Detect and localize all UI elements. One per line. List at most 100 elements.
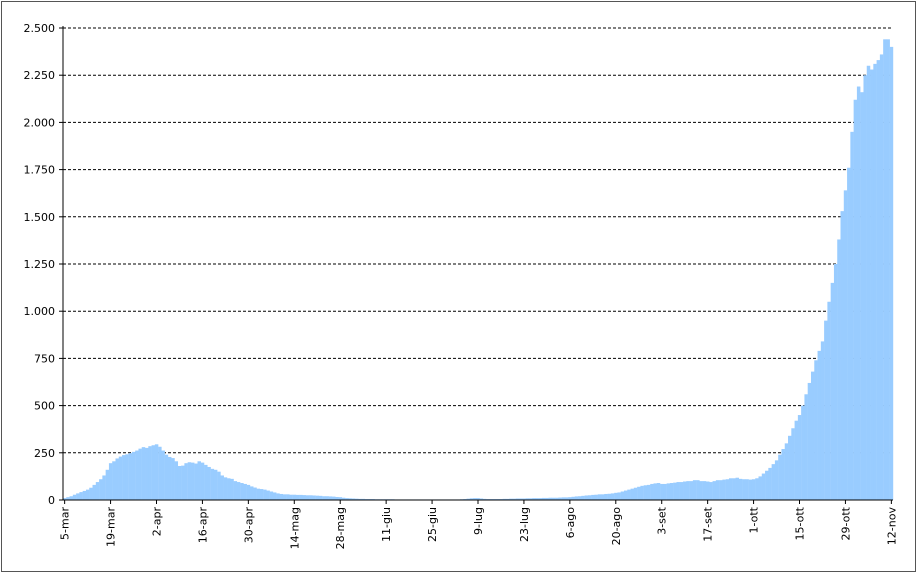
x-tick-label: 16-apr <box>196 507 209 544</box>
x-tick-label: 28-mag <box>334 507 347 549</box>
bar <box>502 498 507 500</box>
bar <box>256 488 261 500</box>
bar <box>591 494 595 500</box>
bar <box>696 480 700 500</box>
bar <box>601 494 605 500</box>
x-tick-label: 6-ago <box>564 507 577 539</box>
bar <box>227 478 231 500</box>
bar <box>669 483 674 500</box>
bar <box>253 487 257 500</box>
bar <box>325 496 329 500</box>
bar <box>778 454 782 500</box>
bar <box>558 497 562 500</box>
bar <box>217 471 221 500</box>
bar <box>295 494 300 500</box>
bar <box>728 478 733 500</box>
bar <box>99 479 103 500</box>
bar <box>335 496 339 500</box>
bar <box>210 468 215 500</box>
bar <box>646 484 651 500</box>
bar <box>650 483 654 500</box>
bar <box>190 462 195 500</box>
y-tick-label: 1.500 <box>24 211 56 224</box>
bar <box>213 469 218 500</box>
bar <box>833 264 838 500</box>
bar <box>656 483 661 500</box>
bar <box>712 481 717 500</box>
bar <box>473 498 477 500</box>
bar <box>348 498 352 500</box>
bar <box>236 482 241 500</box>
bar <box>184 463 188 500</box>
bar <box>814 360 818 500</box>
x-tick-label: 2-apr <box>150 507 163 537</box>
bar <box>532 498 536 500</box>
bar <box>312 495 316 500</box>
bar <box>138 448 142 500</box>
bar <box>223 477 228 500</box>
bar <box>541 497 546 500</box>
bar <box>653 483 657 500</box>
bar <box>535 498 539 500</box>
bar <box>679 482 684 500</box>
bar <box>318 495 323 500</box>
bar <box>292 494 297 500</box>
bar <box>361 498 366 500</box>
bar <box>673 482 677 500</box>
bar <box>581 495 585 500</box>
bar <box>299 494 303 500</box>
bar <box>528 498 533 500</box>
bar <box>604 493 608 500</box>
bar <box>797 415 802 500</box>
bar <box>637 486 641 500</box>
bar <box>551 497 556 500</box>
bar <box>358 498 362 500</box>
bar <box>249 486 254 500</box>
bar <box>564 497 569 500</box>
y-tick-label: 250 <box>34 447 55 460</box>
x-tick-label: 1-ott <box>748 506 761 533</box>
bar <box>640 485 644 500</box>
y-tick-label: 0 <box>48 494 55 507</box>
y-tick-label: 1.250 <box>24 258 56 271</box>
bar <box>807 382 812 500</box>
bar <box>623 490 628 500</box>
bar <box>128 453 133 500</box>
bar <box>466 498 470 500</box>
bar <box>751 479 756 500</box>
bar <box>276 493 280 500</box>
bar <box>338 497 343 500</box>
bar <box>686 481 690 500</box>
bar <box>879 54 884 500</box>
bar <box>181 465 185 500</box>
bar <box>788 435 792 500</box>
bar <box>345 498 349 500</box>
bar <box>863 75 867 500</box>
bar <box>617 492 621 500</box>
bar <box>748 479 753 500</box>
y-tick-label: 750 <box>34 352 55 365</box>
bar <box>476 498 480 500</box>
bar <box>177 466 182 500</box>
bar <box>108 463 113 500</box>
bar <box>322 496 326 500</box>
bar <box>105 469 110 500</box>
bar <box>755 478 759 500</box>
x-tick-label: 3-set <box>656 506 669 534</box>
bar <box>63 498 67 500</box>
bar <box>505 498 510 500</box>
bar <box>607 493 612 500</box>
bar <box>522 498 526 500</box>
y-tick-label: 500 <box>34 400 55 413</box>
bar <box>286 494 290 500</box>
bar <box>870 69 874 500</box>
bar <box>699 481 703 500</box>
bar <box>574 496 579 500</box>
bar <box>666 483 671 500</box>
bar <box>742 479 746 500</box>
bar <box>243 483 247 500</box>
bar <box>883 39 887 500</box>
bar <box>706 481 710 500</box>
bar <box>610 493 615 500</box>
bar <box>76 493 80 500</box>
